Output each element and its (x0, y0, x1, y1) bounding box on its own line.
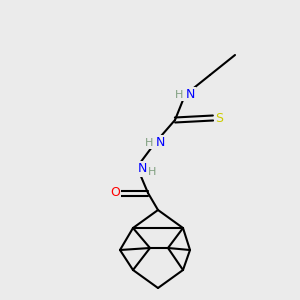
Text: O: O (110, 187, 120, 200)
Text: N: N (137, 163, 147, 176)
Text: H: H (175, 90, 183, 100)
Text: H: H (145, 138, 153, 148)
Text: N: N (185, 88, 195, 101)
Text: N: N (155, 136, 165, 149)
Text: S: S (215, 112, 223, 124)
Text: H: H (148, 167, 156, 177)
